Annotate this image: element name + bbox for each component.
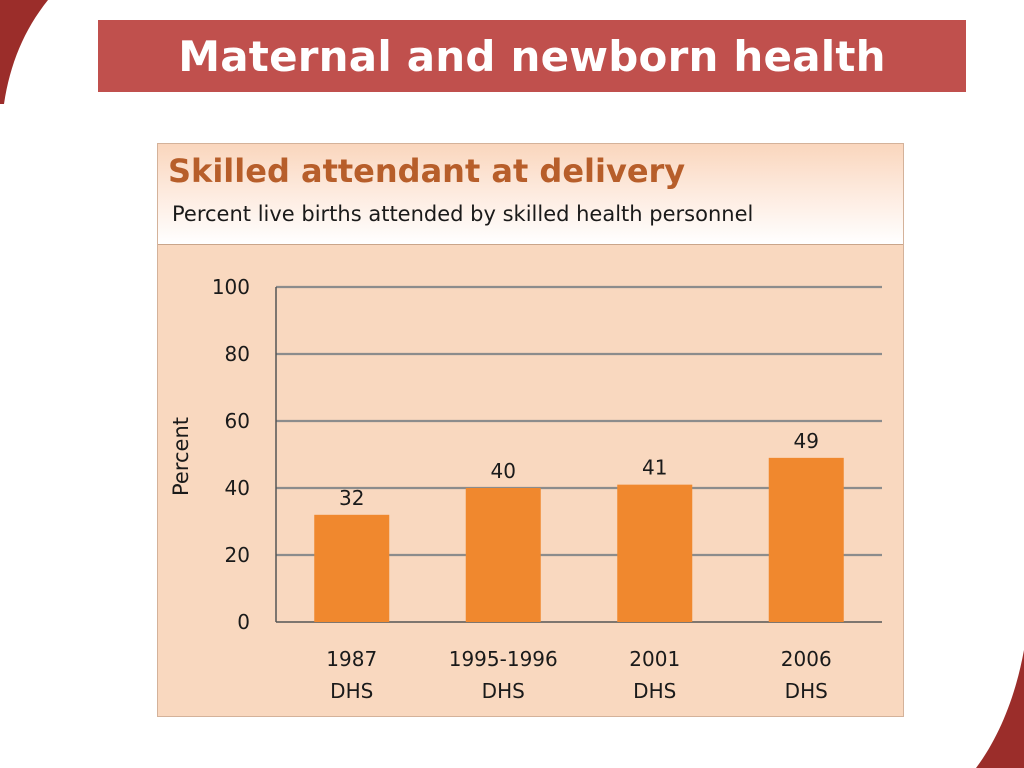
chart-title: Skilled attendant at delivery bbox=[168, 152, 686, 190]
top-left-corner-swoosh bbox=[0, 0, 48, 104]
data-label: 49 bbox=[794, 429, 819, 453]
bar bbox=[768, 457, 844, 622]
bottom-right-corner-swoosh bbox=[976, 650, 1024, 768]
bar bbox=[314, 514, 390, 622]
bar-chart: 0 20 40 60 80 100 Percent 32 1987 DHS 40 1995-1996 D… bbox=[169, 275, 882, 703]
slide-title: Maternal and newborn health bbox=[178, 31, 886, 81]
data-label: 40 bbox=[491, 459, 516, 483]
x-tick-label: DHS bbox=[633, 679, 676, 703]
chart-body: 0 20 40 60 80 100 Percent 32 1987 DHS 40 1995-1996 D… bbox=[158, 245, 903, 716]
y-tick-label: 100 bbox=[212, 275, 250, 299]
x-tick-label: 2006 bbox=[781, 647, 832, 671]
y-tick-label: 80 bbox=[225, 342, 250, 366]
y-tick-label: 0 bbox=[237, 610, 250, 634]
chart-subtitle: Percent live births attended by skilled … bbox=[172, 202, 754, 226]
x-tick-label: 2001 bbox=[629, 647, 680, 671]
chart-panel: Skilled attendant at delivery Percent li… bbox=[157, 143, 904, 717]
x-tick-label: DHS bbox=[785, 679, 828, 703]
x-tick-label: 1995-1996 bbox=[449, 647, 558, 671]
x-tick-label: 1987 bbox=[326, 647, 377, 671]
y-tick-label: 20 bbox=[225, 543, 250, 567]
data-label: 32 bbox=[339, 486, 364, 510]
y-axis-title: Percent bbox=[169, 417, 193, 496]
bar bbox=[465, 488, 541, 622]
chart-header: Skilled attendant at delivery Percent li… bbox=[158, 144, 903, 245]
bar bbox=[617, 484, 693, 622]
data-label: 41 bbox=[642, 456, 667, 480]
x-tick-label: DHS bbox=[482, 679, 525, 703]
slide-title-bar: Maternal and newborn health bbox=[98, 20, 966, 92]
y-tick-label: 60 bbox=[225, 409, 250, 433]
x-tick-label: DHS bbox=[330, 679, 373, 703]
y-tick-label: 40 bbox=[225, 476, 250, 500]
